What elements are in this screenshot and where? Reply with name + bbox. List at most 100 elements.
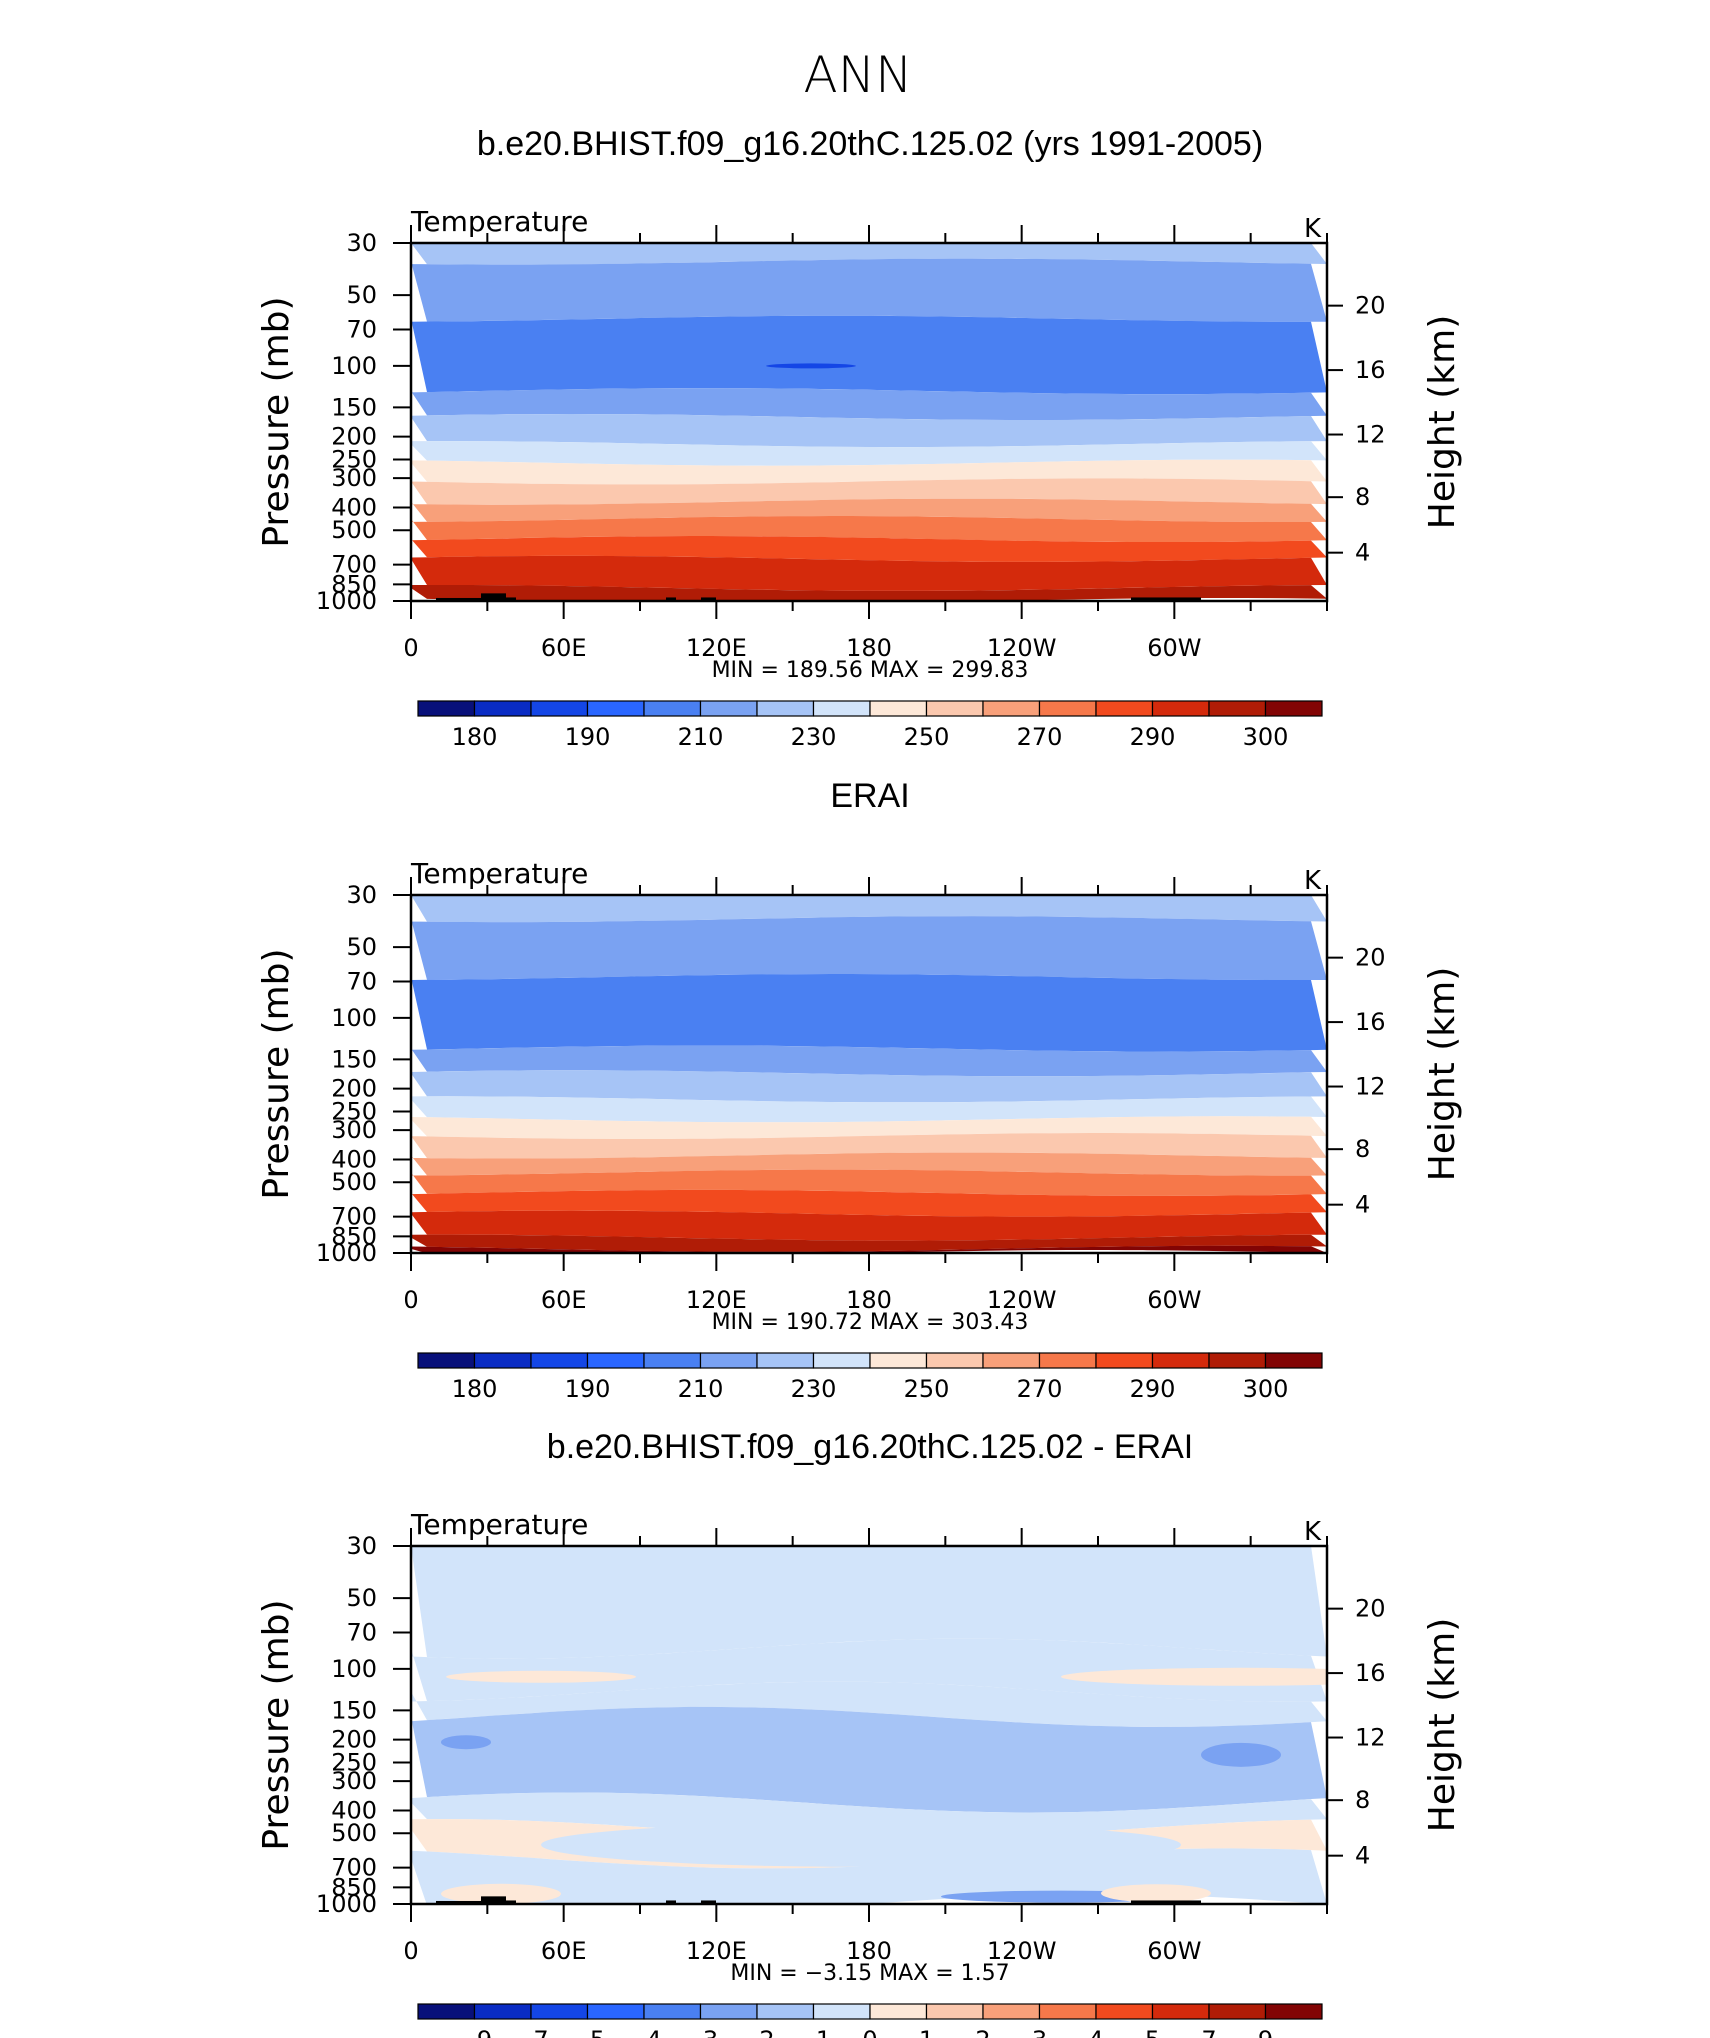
colorbar-swatch <box>982 700 1041 717</box>
x-tick-label: 120E <box>686 1286 747 1314</box>
y2-axis-label: Height (km) <box>1422 315 1463 529</box>
anomaly-positive <box>446 1670 636 1683</box>
y-tick-label: 50 <box>346 933 377 961</box>
colorbar-label: 1 <box>919 2026 934 2038</box>
topography <box>1131 1900 1201 1904</box>
x-tick-label: 60E <box>541 1286 587 1314</box>
colorbar-swatch <box>586 1352 645 1369</box>
x-tick-label: 60E <box>541 1937 587 1965</box>
contour-band <box>411 895 1327 923</box>
topography <box>666 597 676 601</box>
anomaly-positive <box>1061 1667 1327 1686</box>
y-tick-label: 850 <box>331 1222 377 1250</box>
x-tick-label: 180 <box>846 1286 892 1314</box>
contour-band <box>411 414 1327 448</box>
colorbar-swatch <box>643 2003 702 2020</box>
colorbar-label: −3 <box>683 2026 718 2038</box>
y2-tick-label: 8 <box>1355 483 1370 511</box>
colorbar-swatch <box>982 1352 1041 1369</box>
topography <box>701 1900 716 1904</box>
colorbar-swatch <box>812 2003 871 2020</box>
colorbar-swatch <box>869 2003 928 2020</box>
y-tick-label: 100 <box>331 352 377 380</box>
y-tick-label: 300 <box>331 464 377 492</box>
min-max-label: MIN = 189.56 MAX = 299.83 <box>712 658 1029 683</box>
colorbar-swatch <box>1208 2003 1267 2020</box>
x-tick-label: 60W <box>1147 1937 1201 1965</box>
y-tick-label: 400 <box>331 1796 377 1824</box>
colorbar-swatch <box>530 2003 589 2020</box>
y-axis-label: Pressure (mb) <box>256 1599 297 1850</box>
colorbar-label: 180 <box>452 1375 498 1403</box>
contour-band <box>411 1210 1327 1241</box>
colorbar-label: 3 <box>1032 2026 1047 2038</box>
y-tick-label: 400 <box>331 1145 377 1173</box>
y-tick-label: 1000 <box>316 587 377 615</box>
contour-band <box>411 974 1327 1052</box>
colorbar-swatch <box>530 700 589 717</box>
min-max-label: MIN = 190.72 MAX = 303.43 <box>712 1310 1029 1335</box>
contour-band <box>411 516 1327 542</box>
colorbar-swatch <box>1095 2003 1154 2020</box>
colorbar-label: 190 <box>565 723 611 751</box>
y2-tick-label: 4 <box>1355 539 1370 567</box>
colorbar-label: 290 <box>1130 1375 1176 1403</box>
colorbar-swatch <box>1151 1352 1210 1369</box>
chart-panel-3: b.e20.BHIST.f09_g16.20thC.125.02 - ERAI T… <box>256 1428 1463 2038</box>
contour-band <box>411 315 1327 395</box>
colorbar-label: 4 <box>1088 2026 1103 2038</box>
colorbar-label: 250 <box>904 1375 950 1403</box>
contour-band <box>411 916 1327 980</box>
y-tick-label: 250 <box>331 1748 377 1776</box>
colorbar-swatch <box>1038 1352 1097 1369</box>
colorbar-swatch <box>586 700 645 717</box>
y-tick-label: 500 <box>331 1168 377 1196</box>
chart-panel-2: ERAI Temperature K 0 60E 120E 180 120W 60W 30 50 70… <box>256 777 1463 1403</box>
contour-band <box>411 258 1327 322</box>
y2-tick-label: 20 <box>1355 292 1386 320</box>
colorbar-swatch <box>1208 1352 1267 1369</box>
colorbar-label: 2 <box>975 2026 990 2038</box>
anomaly-positive <box>441 1883 561 1904</box>
x-tick-label: 180 <box>846 634 892 662</box>
contour-band <box>411 1848 1327 1904</box>
colorbar-swatch <box>699 700 758 717</box>
page-title: ANN <box>803 46 912 104</box>
colorbar-swatch <box>1264 1352 1323 1369</box>
colorbar-swatch <box>473 2003 532 2020</box>
contour-band <box>411 459 1327 485</box>
colorbar-label: 250 <box>904 723 950 751</box>
colorbar-swatch <box>1095 1352 1154 1369</box>
colorbar-label: 190 <box>565 1375 611 1403</box>
colorbar-swatch <box>869 1352 928 1369</box>
contour-band <box>411 1245 1327 1253</box>
colorbar-label: 300 <box>1243 1375 1289 1403</box>
y-tick-label: 200 <box>331 1075 377 1103</box>
x-tick-label: 0 <box>403 1286 418 1314</box>
y-tick-label: 50 <box>346 281 377 309</box>
topography <box>481 1896 506 1904</box>
colorbar-swatch <box>643 1352 702 1369</box>
colorbar-swatch <box>756 1352 815 1369</box>
colorbar-label: 300 <box>1243 723 1289 751</box>
y-tick-label: 700 <box>331 1203 377 1231</box>
contour-field <box>411 1546 1327 1904</box>
anomaly-positive <box>1101 1884 1211 1903</box>
y-tick-label: 200 <box>331 423 377 451</box>
topography <box>506 597 516 601</box>
anomaly-negative <box>441 1735 491 1750</box>
colorbar-swatch <box>699 2003 758 2020</box>
colorbar-swatch <box>473 700 532 717</box>
y2-tick-label: 16 <box>1355 1659 1386 1687</box>
colorbar-swatch <box>586 2003 645 2020</box>
x-tick-label: 120E <box>686 634 747 662</box>
y2-tick-label: 12 <box>1355 1724 1386 1752</box>
colorbar-swatch <box>1151 700 1210 717</box>
contour-band <box>411 1045 1327 1077</box>
y2-tick-label: 16 <box>1355 356 1386 384</box>
colorbar-swatch <box>1208 700 1267 717</box>
y-tick-label: 400 <box>331 493 377 521</box>
colorbar-swatch <box>417 2003 476 2020</box>
y2-tick-label: 12 <box>1355 1073 1386 1101</box>
colorbar-swatch <box>473 1352 532 1369</box>
